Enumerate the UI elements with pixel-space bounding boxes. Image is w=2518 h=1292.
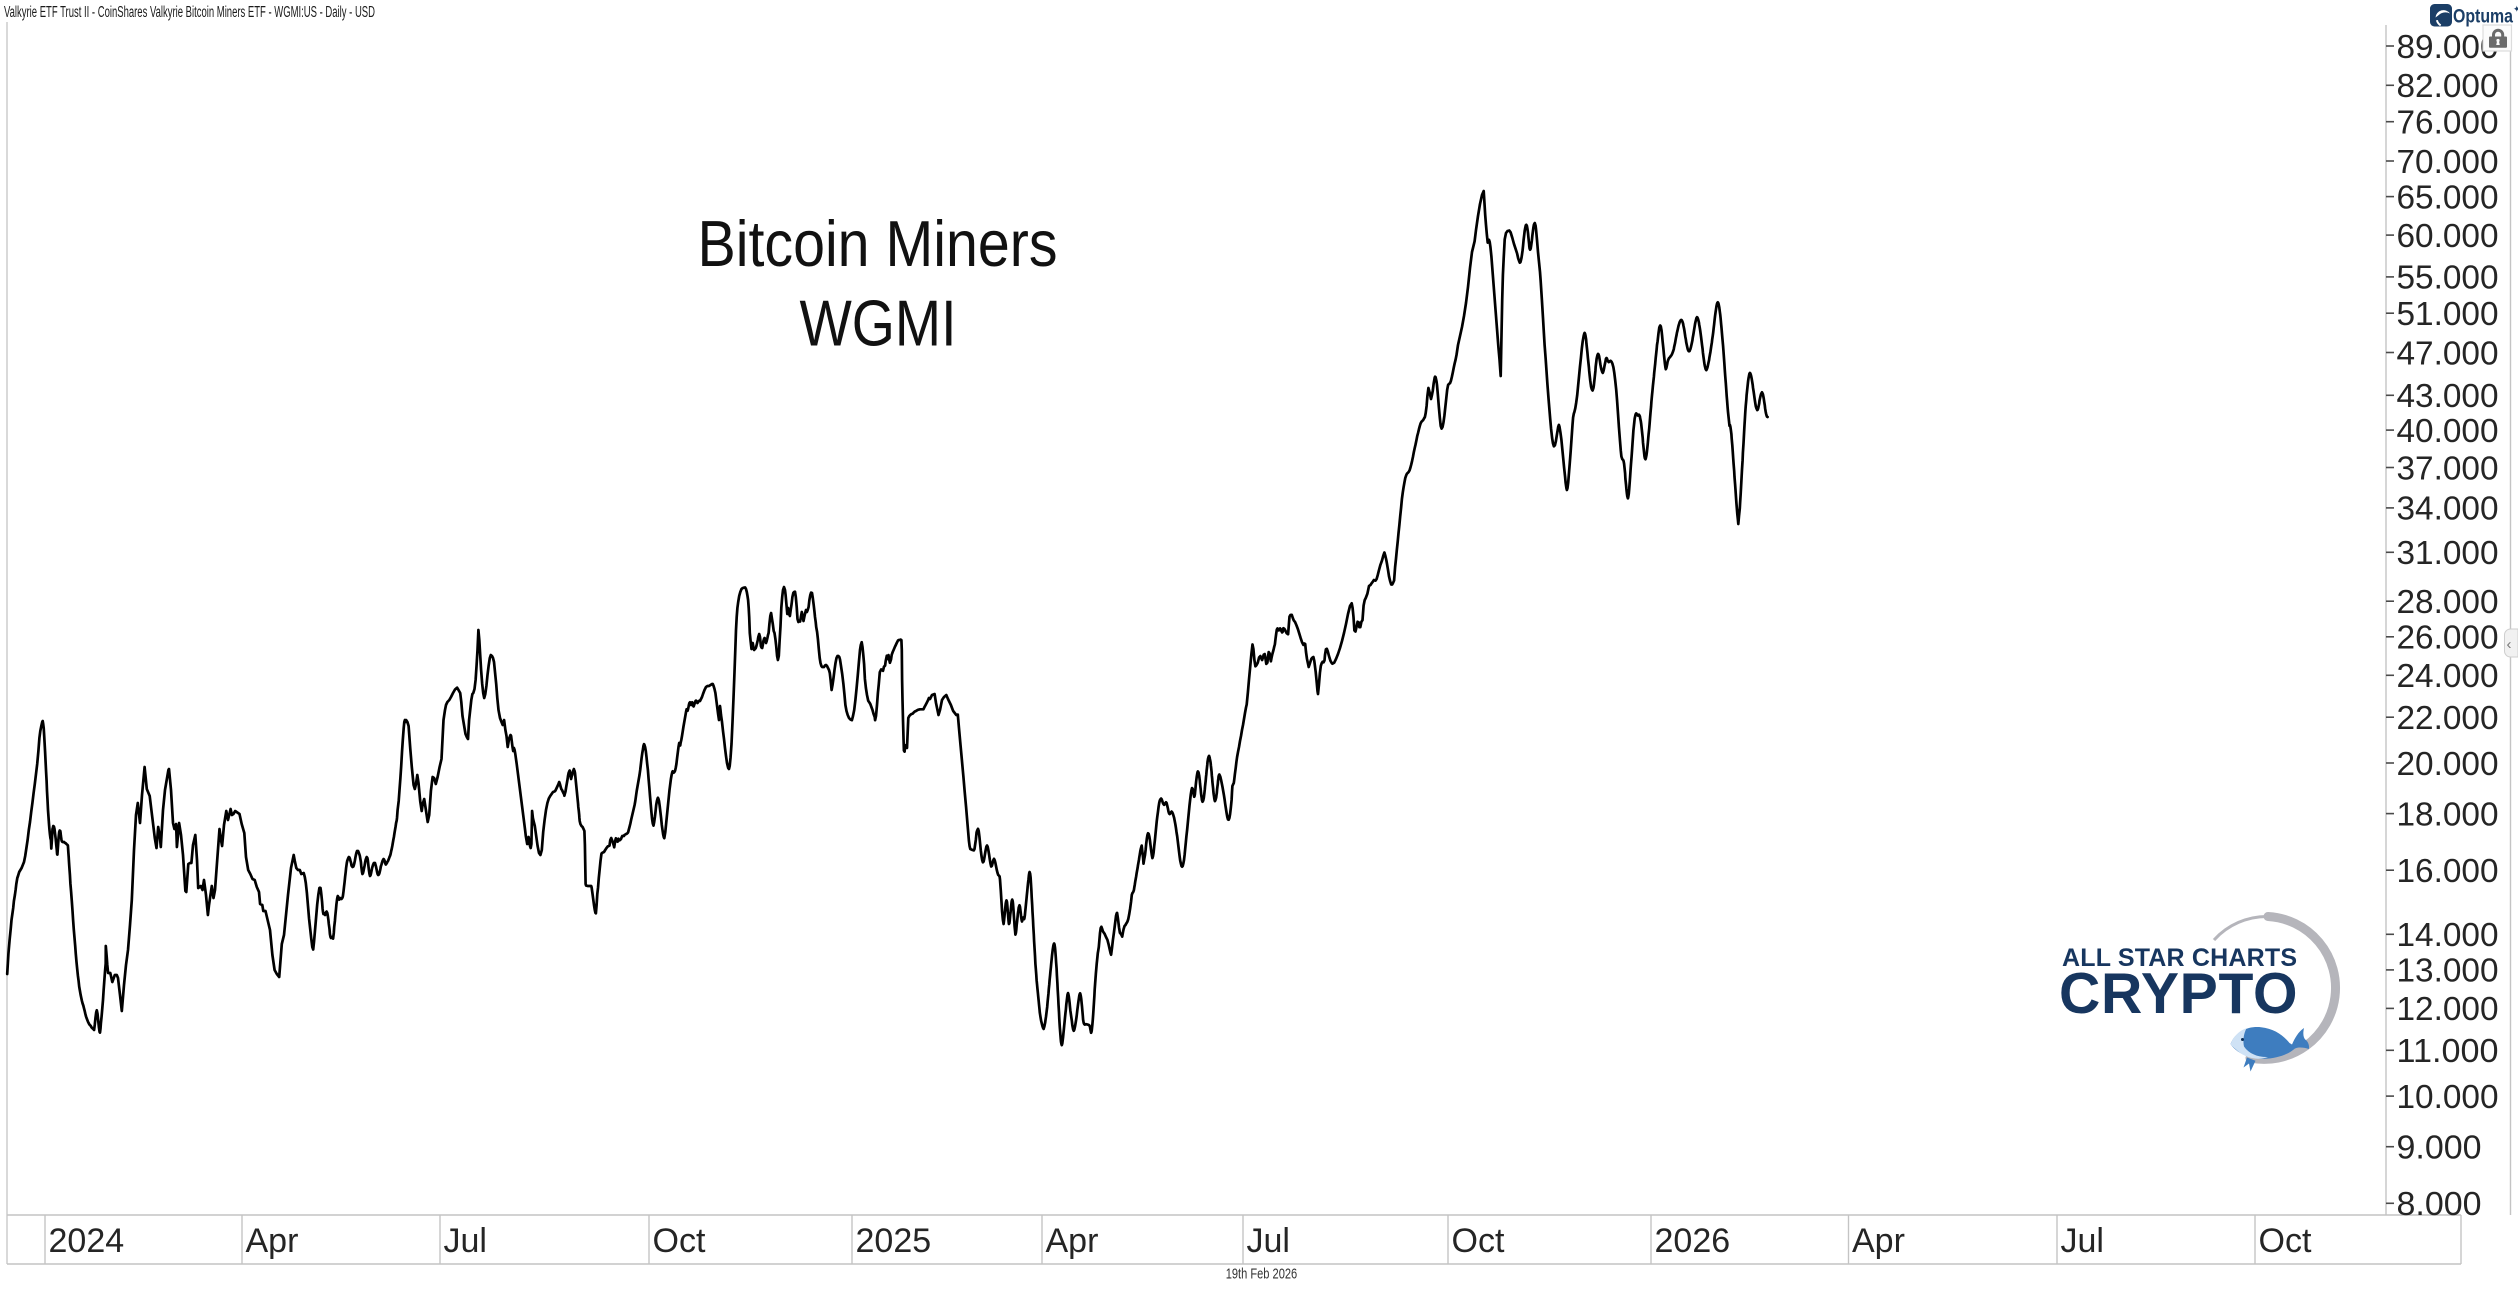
svg-text:76.000: 76.000	[2397, 104, 2499, 141]
svg-text:2024: 2024	[49, 1222, 125, 1260]
svg-text:70.000: 70.000	[2397, 143, 2499, 180]
svg-text:12.000: 12.000	[2397, 990, 2499, 1027]
svg-text:Apr: Apr	[246, 1222, 299, 1260]
svg-text:Apr: Apr	[1852, 1222, 1905, 1260]
svg-text:82.000: 82.000	[2397, 67, 2499, 104]
svg-text:9.000: 9.000	[2397, 1129, 2482, 1166]
svg-text:Apr: Apr	[1046, 1222, 1099, 1260]
svg-text:✦: ✦	[2513, 4, 2518, 14]
svg-text:2025: 2025	[856, 1222, 932, 1260]
svg-text:Valkyrie ETF Trust II - CoinSh: Valkyrie ETF Trust II - CoinShares Valky…	[4, 4, 375, 21]
svg-text:Oct: Oct	[2259, 1222, 2312, 1260]
svg-text:22.000: 22.000	[2397, 699, 2499, 736]
svg-text:51.000: 51.000	[2397, 295, 2499, 332]
svg-text:Jul: Jul	[2061, 1222, 2104, 1260]
svg-text:10.000: 10.000	[2397, 1078, 2499, 1115]
svg-text:‹: ‹	[2507, 636, 2512, 653]
svg-text:19th Feb 2026: 19th Feb 2026	[1226, 1266, 1298, 1283]
svg-text:55.000: 55.000	[2397, 259, 2499, 296]
svg-text:20.000: 20.000	[2397, 745, 2499, 782]
svg-text:Jul: Jul	[1247, 1222, 1290, 1260]
svg-text:8.000: 8.000	[2397, 1185, 2482, 1222]
svg-text:Bitcoin Miners: Bitcoin Miners	[698, 207, 1058, 280]
svg-text:37.000: 37.000	[2397, 449, 2499, 486]
svg-text:28.000: 28.000	[2397, 583, 2499, 620]
svg-text:Optuma: Optuma	[2453, 6, 2513, 28]
svg-text:11.000: 11.000	[2397, 1032, 2499, 1069]
svg-text:89.000: 89.000	[2397, 28, 2499, 65]
svg-text:2026: 2026	[1655, 1222, 1731, 1260]
svg-text:40.000: 40.000	[2397, 412, 2499, 449]
svg-text:34.000: 34.000	[2397, 490, 2499, 527]
svg-text:47.000: 47.000	[2397, 334, 2499, 371]
svg-text:WGMI: WGMI	[800, 287, 957, 360]
svg-text:26.000: 26.000	[2397, 619, 2499, 656]
svg-text:Oct: Oct	[1452, 1222, 1505, 1260]
svg-text:CRYPTO: CRYPTO	[2059, 962, 2298, 1026]
svg-text:Oct: Oct	[653, 1222, 706, 1260]
svg-text:65.000: 65.000	[2397, 178, 2499, 215]
svg-text:18.000: 18.000	[2397, 795, 2499, 832]
svg-text:24.000: 24.000	[2397, 657, 2499, 694]
svg-text:31.000: 31.000	[2397, 534, 2499, 571]
svg-text:Jul: Jul	[444, 1222, 487, 1260]
svg-text:43.000: 43.000	[2397, 377, 2499, 414]
svg-text:16.000: 16.000	[2397, 852, 2499, 889]
svg-text:14.000: 14.000	[2397, 916, 2499, 953]
svg-text:13.000: 13.000	[2397, 952, 2499, 989]
svg-text:ALL STAR CHARTS: ALL STAR CHARTS	[2062, 944, 2297, 972]
svg-text:60.000: 60.000	[2397, 217, 2499, 254]
